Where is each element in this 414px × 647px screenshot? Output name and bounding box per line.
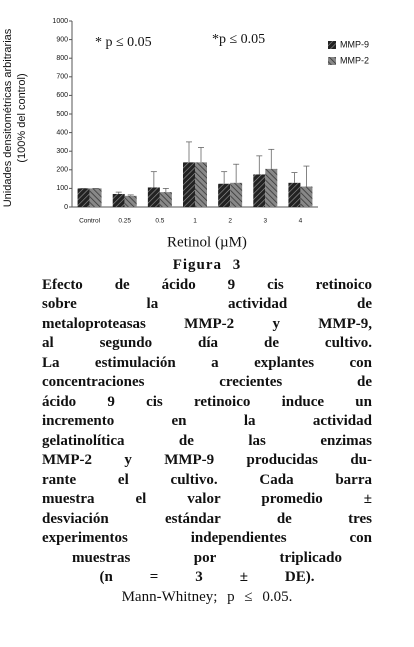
bar [124,195,137,207]
x-tick-label: 1 [193,218,197,225]
y-tick-label: 400 [56,129,68,136]
legend-swatch [328,41,336,49]
y-tick-label: 800 [56,55,68,62]
caption-line: muestra el valor promedio ± [42,491,372,507]
bar [218,183,231,207]
x-axis-label: Retinol (µM) [167,234,247,250]
caption-line: Efecto de ácido 9 cis retinoico [42,276,372,293]
x-tick-label: Control [79,218,101,225]
y-tick-label: 500 [56,111,68,118]
y-tick-label: 300 [56,148,68,155]
caption-line: ácido 9 cis retinoico induce un [42,393,372,410]
chart: Unidades densitométricas arbitrarias (10… [2,18,369,251]
caption-line: metaloproteasas MMP-2 y MMP-9, [42,315,372,332]
x-tick-label: 0.25 [118,218,131,225]
error-bar [256,155,263,175]
y-tick-label: 700 [56,74,68,81]
y-tick-label: 200 [56,167,68,174]
legend-label: MMP-9 [340,39,369,49]
caption-line: Mann-Whitney; p ≤ 0.05. [121,588,293,605]
y-tick-label: 600 [56,92,68,99]
error-bar [115,191,122,194]
bar [112,193,125,207]
bar [253,174,266,207]
bar [77,188,90,207]
caption-line: Figura 3 [172,257,242,273]
caption-line: (n = 3 ± DE). [99,569,315,585]
error-bar [303,165,310,187]
caption-line: muestras por triplicado [72,549,342,566]
x-tick-label: 2 [228,218,232,225]
caption-line: MMP-2 y MMP-9 producidas du- [42,452,372,468]
bar [183,162,195,207]
legend-label: MMP-2 [340,55,369,65]
bar [147,187,160,207]
bar [230,182,243,207]
caption-line: concentraciones crecientes de [42,374,372,390]
caption: Figura 3 Efecto de ácido 9 cis retinoico s… [0,256,414,607]
error-bar [150,171,157,188]
error-bar [233,163,240,183]
caption-line: incremento en la actividad [42,413,372,429]
x-tick-label: 3 [263,218,267,225]
caption-line: rante el cultivo. Cada barra [42,471,372,488]
caption-line: sobre la actividad de [42,296,372,312]
error-bar [186,141,192,163]
caption-line: al segundo día de cultivo. [42,335,372,351]
bar [195,162,207,207]
bar [159,192,172,207]
error-bar [162,187,169,193]
error-bar [198,147,204,163]
y-tick-label: 1000 [52,18,68,25]
caption-line: La estimulación a explantes con [42,354,372,371]
x-tick-label: 0.5 [155,218,164,225]
caption-line: desviación estándar de tres [42,510,372,527]
y-tick-label: 900 [56,36,68,43]
bar [288,182,301,207]
caption-line: gelatinolítica de las enzimas [42,432,372,449]
y-tick-label: 100 [56,185,68,192]
legend-swatch [328,57,336,65]
annotation: *p ≤ 0.05 [212,32,265,47]
x-tick-label: 4 [299,218,303,225]
error-bar [127,194,134,196]
error-bar [268,148,275,169]
annotation: * p ≤ 0.05 [95,35,152,50]
error-bar [291,172,298,183]
y-axis-label: (100% del control) [16,73,28,162]
bar [265,168,278,207]
y-tick-label: 0 [64,204,68,211]
caption-line: experimentos independientes con [42,530,372,546]
bar [89,188,102,207]
y-axis-label: Unidades densitométricas arbitrarias [2,28,14,207]
error-bar [221,171,228,184]
bar [300,186,313,207]
